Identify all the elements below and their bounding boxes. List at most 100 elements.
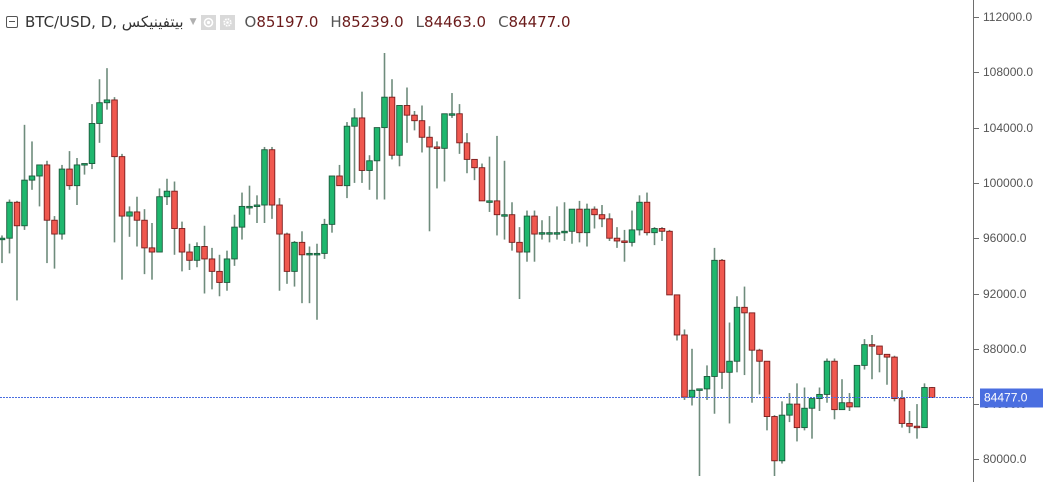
candle (478, 163, 486, 202)
ohlc-close: C84477.0 (498, 13, 571, 31)
candle (561, 202, 568, 241)
candle (403, 87, 411, 143)
candle (381, 52, 388, 200)
candle (898, 390, 906, 428)
axis-tick (974, 293, 979, 295)
candle (283, 232, 291, 284)
candle (186, 243, 193, 270)
candle (471, 158, 478, 181)
chart-legend-header: BTC/USD, D, بيتفينيكس ▼ O85197.0 H85239.… (6, 10, 571, 34)
candle (238, 192, 246, 240)
candle (763, 360, 771, 431)
candle (336, 164, 343, 187)
candle (703, 365, 711, 400)
candle (906, 411, 913, 434)
axis-tick-label: 88000.0 (983, 341, 1027, 356)
candle (861, 339, 868, 370)
ohlc-high: H85239.0 (330, 13, 404, 31)
candle (621, 229, 628, 262)
candle (418, 105, 426, 153)
candle (28, 141, 36, 190)
gear-icon[interactable] (219, 14, 235, 30)
candle (538, 220, 546, 240)
candle (718, 258, 726, 389)
axis-tick-label: 96000.0 (983, 231, 1027, 246)
candle (328, 175, 336, 233)
candle (801, 387, 808, 431)
candle (81, 163, 88, 175)
candle (193, 242, 201, 268)
candle (313, 243, 321, 320)
candle (733, 296, 741, 373)
candle (58, 164, 66, 240)
candle (838, 379, 846, 411)
candle (88, 104, 96, 170)
candlestick-plot[interactable] (0, 0, 973, 482)
candle (291, 240, 298, 287)
axis-tick (974, 17, 979, 18)
candle (711, 247, 718, 414)
candle (771, 415, 778, 476)
candle (643, 192, 651, 236)
candle (613, 227, 621, 248)
candle (673, 294, 681, 341)
symbol-title[interactable]: BTC/USD, D, بيتفينيكس (25, 13, 184, 31)
candle (508, 202, 516, 251)
candle (553, 206, 561, 240)
eye-icon[interactable] (200, 14, 216, 30)
candle (493, 135, 501, 236)
ohlc-low: L84463.0 (415, 13, 487, 31)
candle (756, 348, 763, 395)
candle (276, 198, 283, 291)
candle (651, 227, 658, 246)
candle (808, 398, 816, 439)
candle (928, 386, 936, 398)
axis-tick-label: 80000.0 (983, 452, 1027, 467)
candle (358, 91, 366, 183)
candle (846, 393, 853, 412)
candle (388, 79, 396, 160)
candle (36, 164, 43, 207)
candle (201, 225, 208, 294)
candle (516, 227, 523, 300)
candle (253, 195, 261, 223)
candle (816, 387, 823, 412)
candle (343, 122, 351, 199)
candle (591, 206, 598, 229)
candle (73, 158, 81, 206)
candle (598, 205, 606, 228)
candle (126, 206, 133, 237)
axis-tick (974, 72, 979, 74)
candle (66, 151, 73, 190)
candle (726, 322, 733, 424)
axis-tick-label: 92000.0 (983, 286, 1027, 301)
candle (876, 345, 883, 373)
candle (681, 329, 688, 400)
candle (208, 247, 216, 290)
candle (156, 188, 163, 253)
axis-tick (974, 182, 979, 184)
candle (321, 218, 328, 259)
candle (441, 113, 448, 182)
candle (43, 160, 51, 264)
price-axis[interactable]: 80000.084000.088000.092000.096000.010000… (973, 0, 1043, 482)
axis-tick-label: 108000.0 (983, 65, 1034, 80)
candle (51, 216, 58, 269)
candle (13, 200, 21, 301)
candle (268, 146, 276, 219)
candle (688, 348, 696, 406)
chevron-down-icon[interactable]: ▼ (189, 17, 197, 27)
candle (748, 312, 756, 403)
candle (741, 286, 748, 376)
candle (883, 353, 891, 385)
candle (606, 213, 613, 241)
candle (463, 133, 471, 174)
candle (628, 210, 636, 247)
candle (133, 196, 141, 247)
candle (868, 334, 876, 380)
candle (531, 210, 538, 262)
collapse-legend-icon[interactable] (6, 16, 18, 28)
candle (171, 181, 178, 255)
axis-tick-label: 112000.0 (983, 10, 1033, 24)
candle (921, 383, 928, 429)
